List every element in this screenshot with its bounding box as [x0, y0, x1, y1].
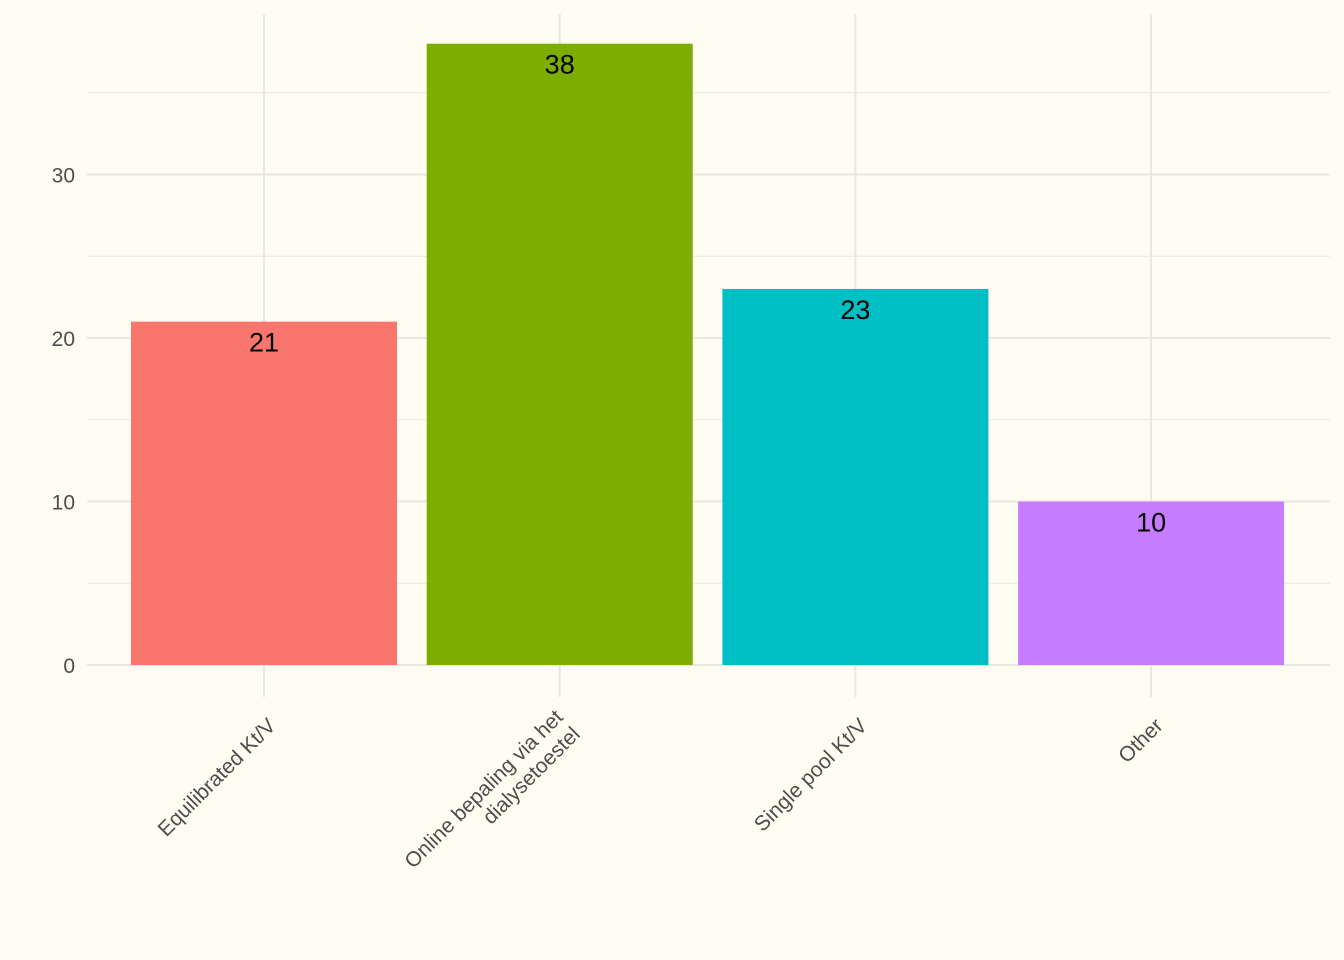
data-label: 21	[249, 328, 279, 358]
data-labels: 21 38 23 10	[249, 50, 1166, 538]
data-label: 38	[545, 50, 575, 80]
bar	[1018, 501, 1285, 665]
y-axis: 0 10 20 30	[52, 165, 75, 679]
y-tick-label: 10	[52, 492, 75, 515]
bar	[426, 43, 693, 665]
bar	[722, 288, 989, 665]
bars	[131, 43, 1285, 665]
y-tick-label: 0	[63, 655, 75, 678]
y-tick-label: 30	[52, 165, 75, 188]
y-tick-label: 20	[52, 328, 75, 351]
bar	[131, 321, 397, 665]
data-label: 10	[1136, 508, 1166, 538]
data-label: 23	[840, 295, 870, 325]
